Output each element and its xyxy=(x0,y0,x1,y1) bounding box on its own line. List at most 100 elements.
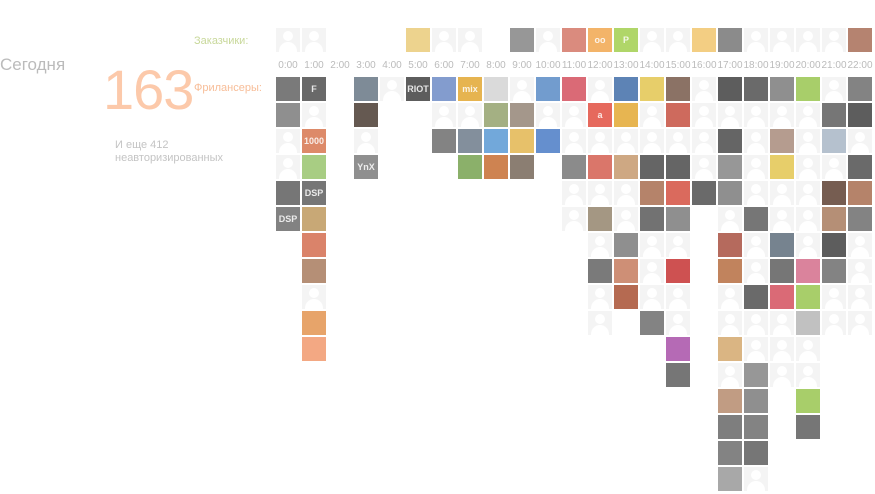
freelancer-avatar[interactable] xyxy=(718,415,742,439)
freelancer-avatar[interactable] xyxy=(458,129,482,153)
freelancer-avatar[interactable] xyxy=(276,77,300,101)
customer-avatar[interactable]: oo xyxy=(588,28,612,52)
freelancer-avatar[interactable] xyxy=(744,207,768,231)
freelancer-avatar[interactable] xyxy=(796,129,820,153)
freelancer-avatar[interactable] xyxy=(692,103,716,127)
freelancer-avatar[interactable] xyxy=(692,155,716,179)
customer-avatar[interactable] xyxy=(848,28,872,52)
freelancer-avatar[interactable] xyxy=(562,103,586,127)
freelancer-avatar[interactable] xyxy=(848,77,872,101)
freelancer-avatar[interactable] xyxy=(822,233,846,257)
freelancer-avatar[interactable] xyxy=(458,103,482,127)
freelancer-avatar[interactable] xyxy=(848,311,872,335)
freelancer-avatar[interactable]: a xyxy=(588,103,612,127)
customer-avatar[interactable] xyxy=(510,28,534,52)
freelancer-avatar[interactable]: mix xyxy=(458,77,482,101)
freelancer-avatar[interactable] xyxy=(796,415,820,439)
freelancer-avatar[interactable] xyxy=(718,337,742,361)
freelancer-avatar[interactable] xyxy=(744,467,768,491)
freelancer-avatar[interactable] xyxy=(484,103,508,127)
freelancer-avatar[interactable] xyxy=(744,77,768,101)
freelancer-avatar[interactable] xyxy=(770,207,794,231)
freelancer-avatar[interactable] xyxy=(562,207,586,231)
freelancer-avatar[interactable] xyxy=(614,103,638,127)
freelancer-avatar[interactable] xyxy=(588,207,612,231)
freelancer-avatar[interactable] xyxy=(302,233,326,257)
freelancer-avatar[interactable] xyxy=(640,285,664,309)
freelancer-avatar[interactable] xyxy=(718,181,742,205)
freelancer-avatar[interactable] xyxy=(640,181,664,205)
freelancer-avatar[interactable] xyxy=(562,181,586,205)
freelancer-avatar[interactable] xyxy=(848,155,872,179)
customer-avatar[interactable] xyxy=(562,28,586,52)
freelancer-avatar[interactable] xyxy=(848,181,872,205)
freelancer-avatar[interactable] xyxy=(744,181,768,205)
freelancer-avatar[interactable] xyxy=(796,181,820,205)
customer-avatar[interactable] xyxy=(458,28,482,52)
customer-avatar[interactable] xyxy=(770,28,794,52)
freelancer-avatar[interactable] xyxy=(770,259,794,283)
freelancer-avatar[interactable] xyxy=(848,103,872,127)
freelancer-avatar[interactable] xyxy=(822,207,846,231)
freelancer-avatar[interactable] xyxy=(744,311,768,335)
freelancer-avatar[interactable] xyxy=(744,285,768,309)
freelancer-avatar[interactable] xyxy=(796,259,820,283)
freelancer-avatar[interactable] xyxy=(822,103,846,127)
freelancer-avatar[interactable] xyxy=(718,207,742,231)
freelancer-avatar[interactable] xyxy=(510,103,534,127)
freelancer-avatar[interactable] xyxy=(666,129,690,153)
freelancer-avatar[interactable] xyxy=(640,311,664,335)
freelancer-avatar[interactable] xyxy=(614,129,638,153)
freelancer-avatar[interactable] xyxy=(692,181,716,205)
freelancer-avatar[interactable] xyxy=(848,207,872,231)
freelancer-avatar[interactable] xyxy=(666,337,690,361)
freelancer-avatar[interactable] xyxy=(718,285,742,309)
freelancer-avatar[interactable] xyxy=(744,415,768,439)
freelancer-avatar[interactable] xyxy=(796,389,820,413)
customer-avatar[interactable] xyxy=(718,28,742,52)
freelancer-avatar[interactable] xyxy=(770,233,794,257)
freelancer-avatar[interactable] xyxy=(614,155,638,179)
freelancer-avatar[interactable] xyxy=(770,285,794,309)
freelancer-avatar[interactable] xyxy=(796,285,820,309)
freelancer-avatar[interactable] xyxy=(718,103,742,127)
freelancer-avatar[interactable] xyxy=(796,311,820,335)
freelancer-avatar[interactable] xyxy=(536,103,560,127)
freelancer-avatar[interactable] xyxy=(302,285,326,309)
freelancer-avatar[interactable] xyxy=(744,337,768,361)
freelancer-avatar[interactable] xyxy=(588,285,612,309)
freelancer-avatar[interactable] xyxy=(588,233,612,257)
freelancer-avatar[interactable] xyxy=(562,155,586,179)
freelancer-avatar[interactable] xyxy=(510,77,534,101)
freelancer-avatar[interactable] xyxy=(354,129,378,153)
freelancer-avatar[interactable] xyxy=(796,337,820,361)
freelancer-avatar[interactable] xyxy=(718,363,742,387)
customer-avatar[interactable] xyxy=(302,28,326,52)
freelancer-avatar[interactable] xyxy=(744,103,768,127)
freelancer-avatar[interactable] xyxy=(796,103,820,127)
freelancer-avatar[interactable] xyxy=(744,233,768,257)
freelancer-avatar[interactable] xyxy=(822,155,846,179)
freelancer-avatar[interactable] xyxy=(354,77,378,101)
freelancer-avatar[interactable] xyxy=(510,155,534,179)
freelancer-avatar[interactable] xyxy=(588,311,612,335)
freelancer-avatar[interactable] xyxy=(822,259,846,283)
freelancer-avatar[interactable] xyxy=(302,311,326,335)
freelancer-avatar[interactable] xyxy=(848,129,872,153)
freelancer-avatar[interactable] xyxy=(302,103,326,127)
freelancer-avatar[interactable] xyxy=(614,233,638,257)
freelancer-avatar[interactable] xyxy=(484,129,508,153)
freelancer-avatar[interactable] xyxy=(796,155,820,179)
freelancer-avatar[interactable] xyxy=(822,77,846,101)
freelancer-avatar[interactable] xyxy=(770,363,794,387)
freelancer-avatar[interactable] xyxy=(718,259,742,283)
freelancer-avatar[interactable] xyxy=(484,77,508,101)
customer-avatar[interactable] xyxy=(276,28,300,52)
freelancer-avatar[interactable] xyxy=(302,155,326,179)
freelancer-avatar[interactable] xyxy=(276,155,300,179)
freelancer-avatar[interactable] xyxy=(302,337,326,361)
freelancer-avatar[interactable] xyxy=(770,155,794,179)
freelancer-avatar[interactable] xyxy=(770,77,794,101)
freelancer-avatar[interactable] xyxy=(718,233,742,257)
freelancer-avatar[interactable] xyxy=(666,363,690,387)
